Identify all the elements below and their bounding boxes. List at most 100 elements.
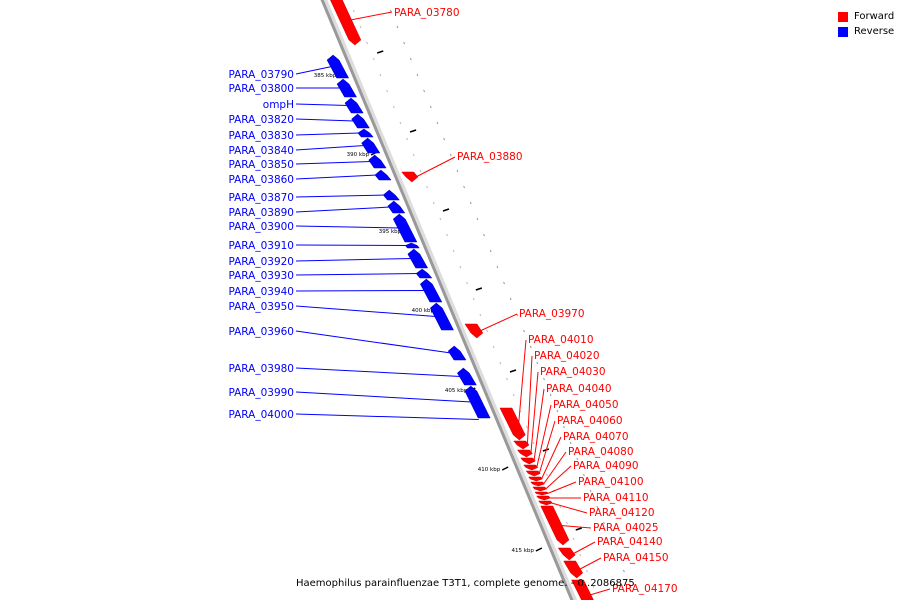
track-dot (463, 185, 466, 189)
reverse-gene (387, 200, 406, 214)
track-dot (399, 121, 402, 125)
forward-gene-para_04070-label: PARA_04070 (563, 431, 629, 443)
track-dot (452, 249, 455, 253)
reverse-gene-para_03850-leader (295, 161, 372, 165)
reverse-gene (392, 213, 418, 243)
forward-gene-para_04070-leader (541, 436, 562, 480)
reverse-gene (357, 128, 374, 138)
forward-gene-para_04030-leader (530, 371, 539, 454)
track-dot (469, 201, 472, 205)
reverse-gene-para_03990-leader (295, 391, 472, 403)
track-dot (576, 457, 579, 461)
reverse-gene (429, 302, 454, 331)
reverse-gene (457, 367, 477, 386)
forward-gene (536, 495, 551, 501)
track-dot (486, 329, 488, 333)
track-dot (366, 41, 369, 45)
track-dot (403, 41, 406, 45)
track-dot (416, 73, 419, 77)
forward-gene-para_04080-leader (543, 451, 567, 485)
forward-gene-para_04150-leader (578, 557, 602, 570)
forward-gene-para_04120-leader (551, 502, 588, 514)
forward-gene (330, 0, 362, 46)
forward-gene-para_04150-label: PARA_04150 (603, 552, 669, 564)
track-dot (585, 569, 588, 573)
forward-gene-para_04025-leader (560, 525, 592, 529)
forward-gene (571, 579, 594, 600)
track-dot (423, 89, 426, 93)
track-dot (563, 425, 565, 429)
track-dot (456, 169, 459, 173)
track-dot (596, 505, 599, 509)
forward-gene-para_04100-leader (547, 481, 577, 494)
reverse-gene-para_03890-leader (295, 206, 391, 213)
reverse-gene-para_04000-leader (295, 413, 479, 420)
forward-gene-para_04020-label: PARA_04020 (534, 350, 600, 362)
track-dot (459, 265, 462, 269)
tick-mark (535, 547, 543, 552)
track-dot (545, 473, 548, 477)
forward-gene-para_04170-leader (589, 588, 611, 596)
track-dot (386, 89, 389, 93)
forward-gene-para_04040-leader (533, 388, 545, 462)
forward-gene-para_03880-label: PARA_03880 (457, 151, 523, 163)
track-dot (439, 217, 442, 221)
legend-item-reverse: Reverse (838, 24, 894, 39)
legend-item-forward: Forward (838, 9, 894, 24)
tick-label: 385 kbp (314, 73, 337, 79)
track-dot (523, 329, 525, 333)
reverse-gene (336, 78, 357, 98)
track-dot (532, 441, 535, 445)
tick-label: 410 kbp (478, 467, 501, 473)
reverse-gene-para_03940-leader (295, 290, 426, 292)
track-dot (379, 73, 382, 77)
track-dot (443, 137, 446, 141)
tick-label: 415 kbp (511, 548, 534, 554)
forward-gene-para_04030-label: PARA_04030 (540, 366, 606, 378)
tick-label: 405 kbp (445, 388, 468, 394)
reverse-gene-para_03860-leader (295, 174, 378, 180)
track-dot (572, 537, 575, 541)
reverse-gene-para_03980-label: PARA_03980 (228, 363, 294, 375)
reverse-gene (368, 154, 387, 169)
reverse-gene-para_03900-leader (295, 225, 400, 229)
forward-gene (523, 464, 539, 471)
forward-gene (520, 457, 536, 465)
track-dot (496, 265, 499, 269)
forward-gene (530, 481, 545, 487)
reverse-gene-para_03900-label: PARA_03900 (228, 221, 294, 233)
reverse-gene-para_03990-label: PARA_03990 (228, 387, 294, 399)
reverse-gene-para_03840-label: PARA_03840 (228, 145, 294, 157)
reverse-gene-para_03920-label: PARA_03920 (228, 256, 294, 268)
reverse-gene-para_03840-leader (295, 145, 365, 151)
forward-gene (401, 171, 419, 183)
reverse-gene-para_03980-leader (295, 367, 461, 377)
track-dot (629, 585, 632, 589)
forward-gene (534, 491, 549, 496)
reverse-gene-para_04000-label: PARA_04000 (228, 409, 294, 421)
forward-gene (532, 486, 547, 492)
forward-gene-para_03780-label: PARA_03780 (394, 7, 460, 19)
forward-gene (540, 505, 570, 546)
forward-gene (563, 560, 584, 579)
legend: Forward Reverse (838, 9, 894, 39)
reverse-gene (407, 248, 429, 269)
reverse-gene-para_03950-label: PARA_03950 (228, 301, 294, 313)
reverse-gene-omph-label: ompH (263, 99, 294, 111)
reverse-gene-para_03800-label: PARA_03800 (228, 83, 294, 95)
reverse-gene-para_03860-label: PARA_03860 (228, 174, 294, 186)
track-dot (609, 537, 612, 541)
track-dot (592, 585, 595, 589)
track-dot (466, 281, 468, 285)
reverse-gene-para_03890-label: PARA_03890 (228, 207, 294, 219)
track-dot (543, 377, 545, 381)
reverse-gene (419, 278, 443, 303)
forward-gene-para_03780-leader (350, 11, 393, 21)
forward-gene-para_04050-label: PARA_04050 (553, 399, 619, 411)
reverse-gene (382, 189, 400, 201)
track-dot (589, 489, 592, 493)
track-dot (406, 137, 409, 141)
forward-gene (525, 470, 541, 477)
track-dot (396, 25, 399, 29)
track-dot (483, 233, 486, 237)
